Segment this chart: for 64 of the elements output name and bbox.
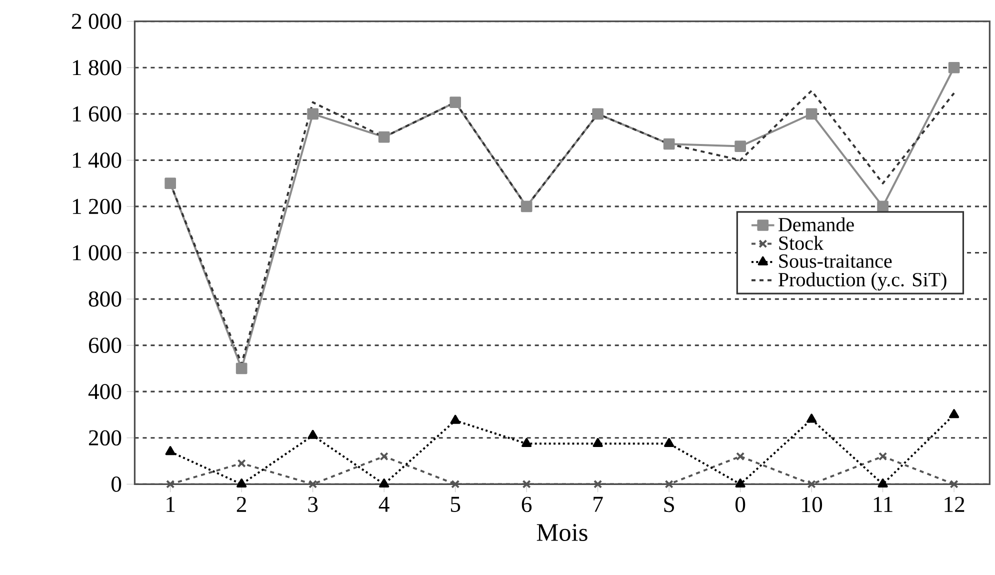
point xyxy=(307,108,318,120)
y-tick-label: 1 400 xyxy=(72,152,122,168)
x-tick-label: 10 xyxy=(802,496,822,512)
point xyxy=(308,430,318,439)
x-tick-label: 4 xyxy=(378,496,390,512)
y-tick-label: 200 xyxy=(88,430,122,446)
x-tick-label: 6 xyxy=(522,496,532,512)
y-tick-label: 1 000 xyxy=(72,245,122,260)
point xyxy=(735,478,746,488)
y-tick-label: 600 xyxy=(88,338,122,354)
point xyxy=(378,131,390,143)
y-tick-label: 400 xyxy=(88,384,122,400)
x-tick-label: 11 xyxy=(874,496,892,512)
x-tick-label: 3 xyxy=(308,496,318,512)
point xyxy=(948,62,960,74)
point xyxy=(380,452,388,461)
y-tick-label: 1 600 xyxy=(72,106,122,122)
point xyxy=(736,452,745,461)
y-tick-label: 2 000 xyxy=(72,14,122,30)
y-tick-label: 0 xyxy=(112,476,122,492)
y-tick-label: 1 200 xyxy=(72,198,122,214)
x-tick-label: 12 xyxy=(944,496,964,512)
point xyxy=(379,478,390,488)
point xyxy=(166,480,175,489)
y-tick-label: 1 800 xyxy=(72,60,122,76)
point xyxy=(807,480,816,489)
point xyxy=(522,438,532,448)
x-axis-title: Mois xyxy=(536,524,588,542)
point xyxy=(806,108,818,120)
x-tick-label: S xyxy=(664,496,674,512)
point xyxy=(164,178,176,190)
point xyxy=(664,480,674,489)
point xyxy=(450,414,460,424)
point xyxy=(165,446,176,456)
point xyxy=(237,459,246,468)
legend-label: Stock xyxy=(779,236,824,250)
point xyxy=(806,414,817,423)
point xyxy=(450,96,461,108)
point xyxy=(592,438,603,448)
point xyxy=(949,409,960,418)
point xyxy=(878,478,888,488)
point xyxy=(451,480,460,489)
point xyxy=(878,452,888,461)
point xyxy=(663,138,675,150)
point xyxy=(594,480,602,489)
x-tick-label: 0 xyxy=(736,496,746,512)
x-tick-label: 1 xyxy=(166,496,175,512)
x-tick-label: 7 xyxy=(594,496,603,512)
point xyxy=(734,140,746,152)
x-tick-label: 5 xyxy=(450,496,460,512)
point xyxy=(950,480,958,489)
point xyxy=(592,108,604,120)
point xyxy=(877,200,888,212)
point xyxy=(522,480,531,489)
y-tick-label: 800 xyxy=(88,291,122,307)
legend-label: Production (y.c. SiT) xyxy=(778,272,946,291)
point xyxy=(308,480,318,489)
point xyxy=(236,478,247,488)
point xyxy=(520,200,532,212)
legend-label: Sous-traitance xyxy=(779,254,892,268)
point xyxy=(664,438,674,448)
legend-label: Demande xyxy=(778,217,854,232)
point xyxy=(236,362,248,374)
x-tick-label: 2 xyxy=(236,496,246,512)
